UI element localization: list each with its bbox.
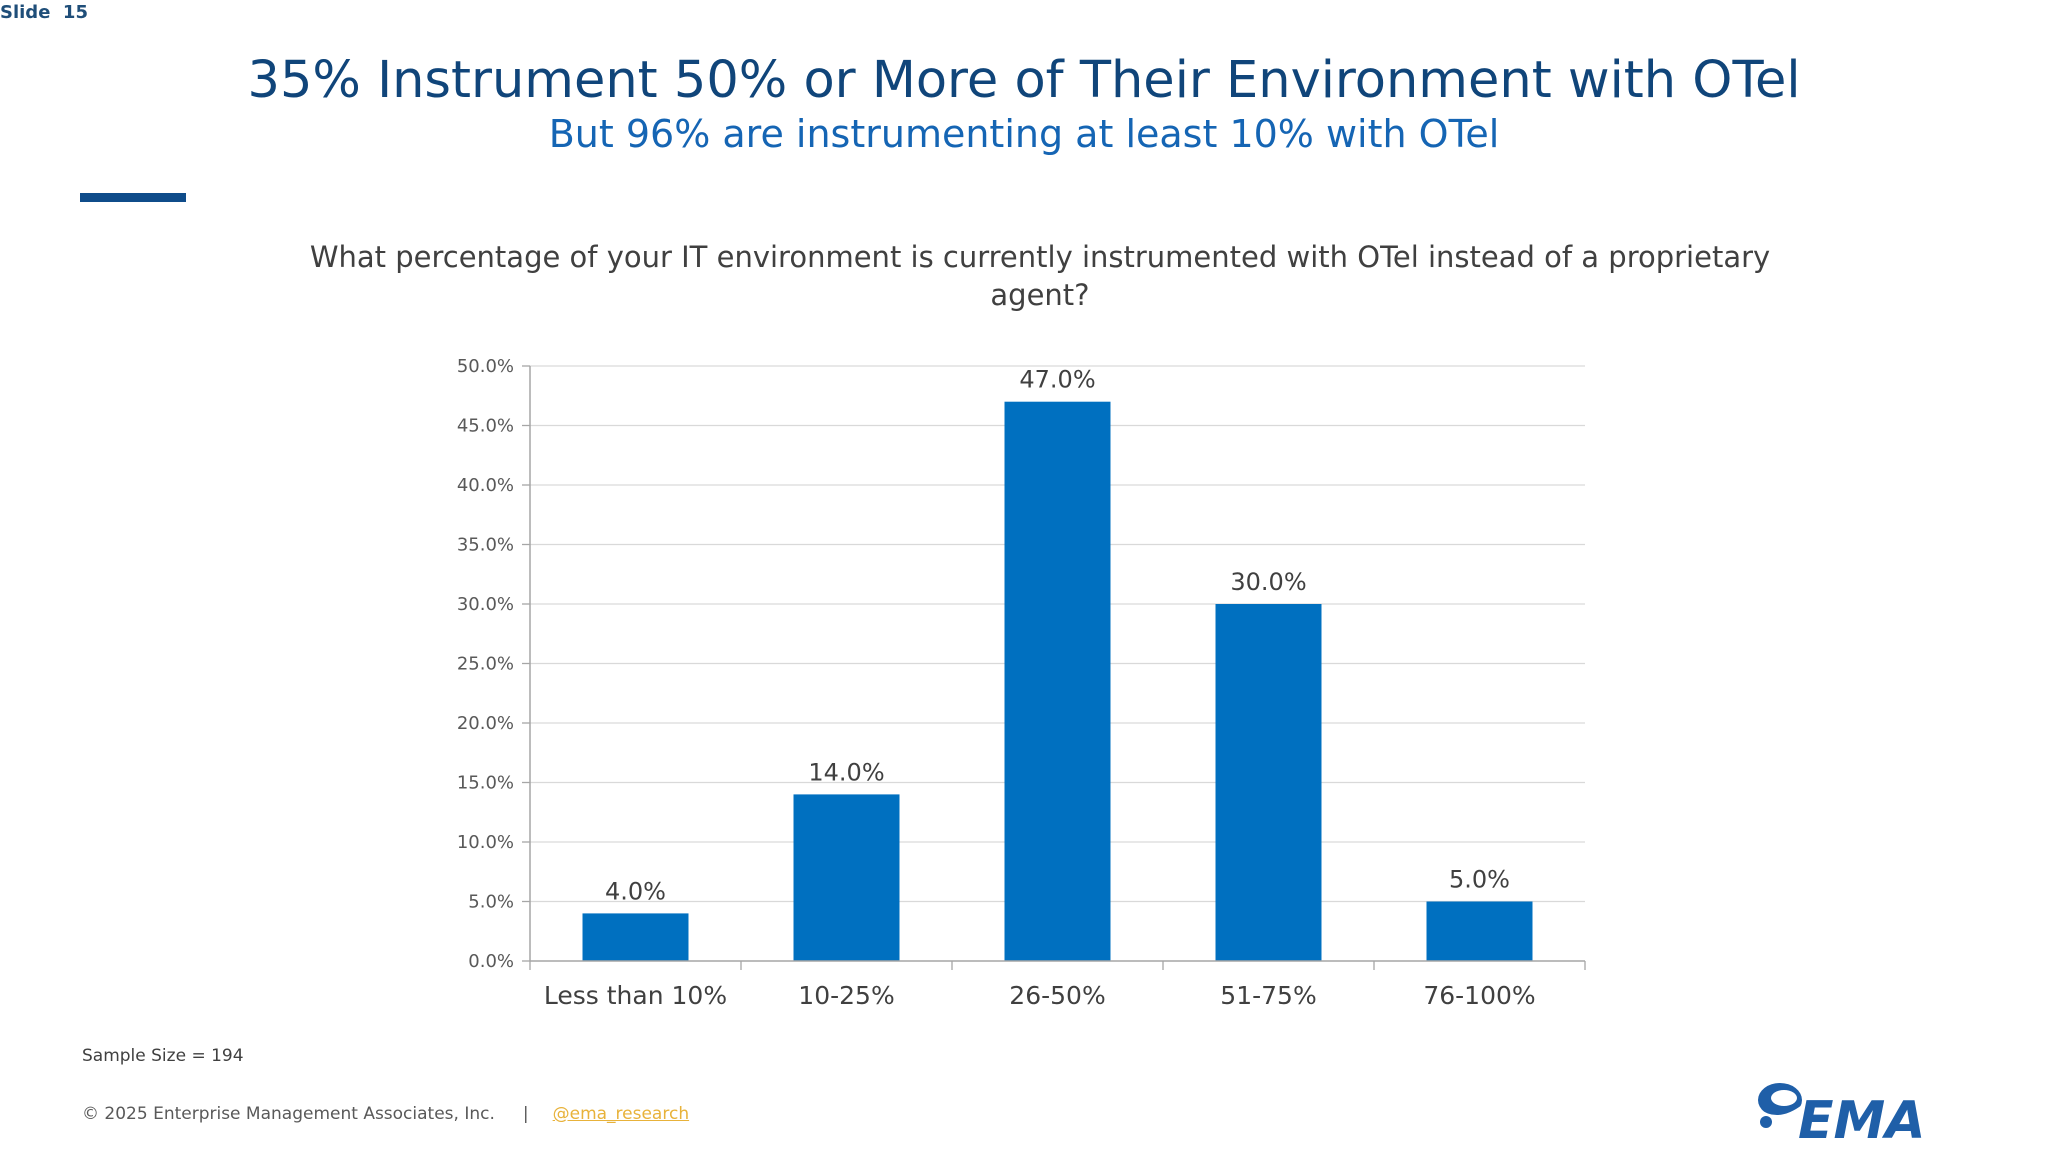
data-label: 14.0% [808,758,884,786]
chart-question: What percentage of your IT environment i… [309,240,1771,312]
x-tick-label: 10-25% [798,981,894,1010]
copyright-text: © 2025 Enterprise Management Associates,… [82,1104,495,1124]
y-tick-label: 30.0% [457,594,514,615]
y-tick-label: 25.0% [457,654,514,675]
ema-logo-text: EMA [1798,1091,1926,1144]
y-tick-label: 15.0% [457,773,514,794]
y-tick-label: 45.0% [457,416,514,437]
y-tick-label: 20.0% [457,713,514,734]
slide-subtitle: But 96% are instrumenting at least 10% w… [548,112,1500,156]
footer: © 2025 Enterprise Management Associates,… [82,1102,689,1126]
y-tick-label: 50.0% [457,356,514,377]
y-tick-label: 40.0% [457,475,514,496]
bars [582,401,1533,961]
bar-chart: 0.0% 5.0% 10.0% 15.0% 20.0% 25.0% 30.0% 35.0% 40… [457,356,1586,1010]
data-label: 47.0% [1019,366,1095,394]
data-label: 5.0% [1449,866,1510,894]
slide-title: 35% Instrument 50% or More of Their Envi… [247,51,1801,110]
bar [1426,901,1533,961]
ema-logo: EMA [1756,1083,1926,1144]
y-tick-label: 35.0% [457,535,514,556]
sample-size-note: Sample Size = 194 [82,1046,244,1066]
x-tick-label: Less than 10% [544,981,727,1010]
ema-swoosh-icon [1756,1083,1806,1128]
x-tick-label: 51-75% [1220,981,1316,1010]
y-tick-label: 0.0% [468,951,514,972]
x-tick-label: 26-50% [1009,981,1105,1010]
footer-separator: | [522,1104,529,1124]
y-tick-label: 10.0% [457,832,514,853]
data-label: 4.0% [605,877,666,905]
x-tick-label: 76-100% [1423,981,1535,1010]
title-accent-bar [80,193,186,202]
axes [522,365,1586,970]
bar [582,913,689,961]
bar [1004,401,1111,961]
bar [1215,604,1322,961]
y-tick-label: 5.0% [468,892,514,913]
data-label: 30.0% [1230,568,1306,596]
labels: 0.0% 5.0% 10.0% 15.0% 20.0% 25.0% 30.0% 35.0% 40… [457,356,1536,1010]
slide-number: Slide 15 [0,2,88,23]
twitter-handle-link[interactable]: @ema_research [552,1104,690,1124]
bar [793,794,900,961]
